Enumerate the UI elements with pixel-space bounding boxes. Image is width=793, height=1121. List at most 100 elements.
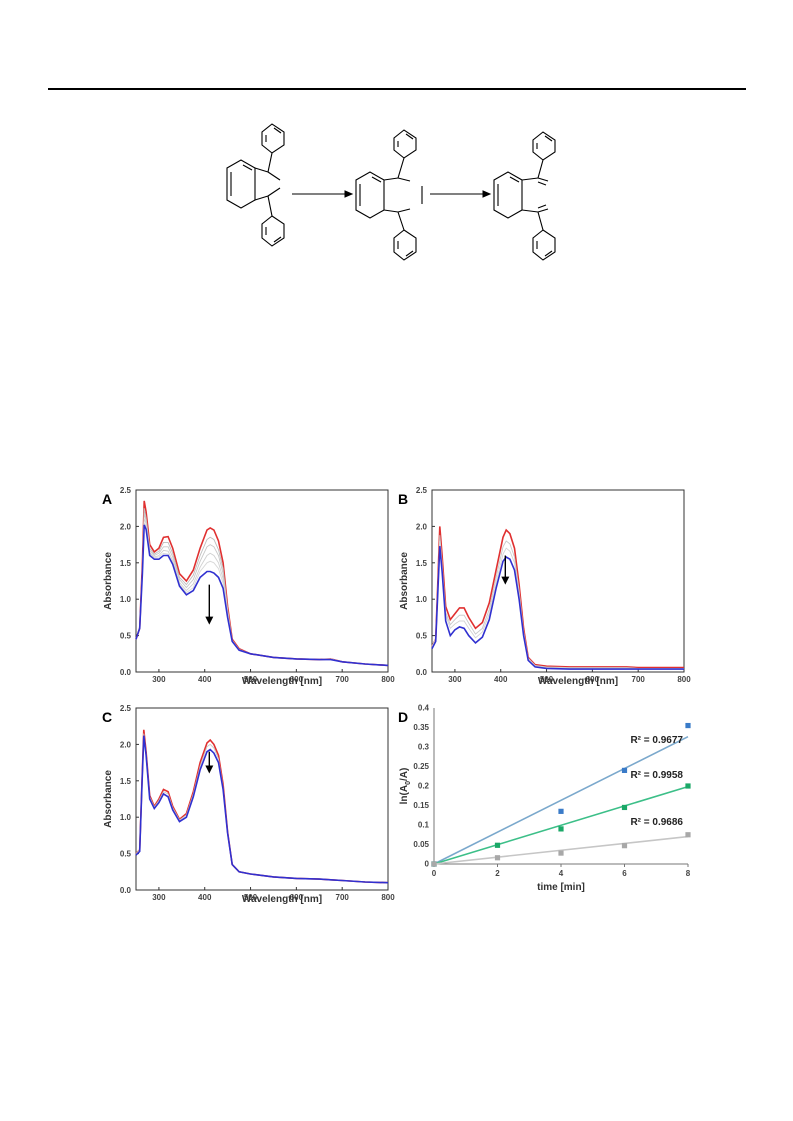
reaction-arrow-1 — [292, 190, 354, 198]
spectrum-line-2 — [431, 540, 684, 669]
y-tick-label: 1.5 — [120, 559, 132, 568]
x-tick-label: 8 — [686, 869, 691, 878]
structure-isobenzofuran — [226, 123, 285, 247]
x-axis-label: Wavelength [nm] — [538, 676, 618, 687]
arrow-head — [205, 765, 214, 774]
y-tick-label: 0.05 — [413, 840, 429, 849]
data-point — [494, 855, 501, 861]
y-axis-label: Absorbance — [103, 770, 114, 828]
plot-area: 0.0 0.5 1.0 1.5 2.0 2.5 300 400 500 600 700 800 Wave… — [103, 704, 395, 905]
fit-line-1 — [433, 785, 689, 865]
spectrum-line-2 — [135, 513, 389, 666]
fit-line-2 — [433, 835, 689, 865]
x-axis-label: Wavelength [nm] — [242, 894, 322, 905]
kinetics-chart-d: D 0 0.05 0.1 0.15 0.2 0.25 0.3 0.35 0.4 0 2 4 6 8 time… — [398, 704, 691, 894]
data-point — [621, 767, 628, 773]
y-tick-label: 2.0 — [120, 522, 132, 531]
y-tick-label: 0.0 — [120, 668, 132, 677]
data-point — [558, 826, 564, 832]
x-tick-label: 600 — [290, 893, 304, 902]
y-axis-label: Absorbance — [103, 552, 114, 610]
x-tick-label: 400 — [198, 675, 212, 684]
structure-product — [493, 131, 556, 261]
y-tick-label: 2.5 — [416, 486, 428, 495]
x-axis-label: Wavelength [nm] — [242, 676, 322, 687]
y-tick-label: 0.4 — [418, 704, 430, 713]
plot-area: 0.0 0.5 1.0 1.5 2.0 2.5 300 400 500 600 700 800 Wave… — [103, 486, 395, 687]
panel-d: D 0 0.05 0.1 0.15 0.2 0.25 0.3 0.35 0.4 0 2 4 6 8 time… — [396, 702, 696, 924]
r-squared-label: R² = 0.9958 — [630, 770, 683, 781]
spectrum-line-1 — [431, 535, 684, 669]
x-tick-label: 0 — [432, 869, 437, 878]
data-point — [621, 843, 628, 849]
spectrum-line-1 — [135, 508, 389, 666]
fit-line-0 — [433, 735, 689, 865]
plot-frame — [135, 707, 389, 891]
x-tick-label: 300 — [448, 675, 462, 684]
uv-vis-chart-c: C 0.0 0.5 1.0 1.5 2.0 2.5 300 400 500 600 700 800 Wa… — [102, 704, 395, 905]
panel-label-c: C — [102, 709, 112, 725]
x-tick-label: 500 — [244, 893, 258, 902]
y-tick-label: 0.2 — [418, 782, 430, 791]
uv-vis-chart-a: A 0.0 0.5 1.0 1.5 2.0 2.5 300 400 500 600 700 800 Wa… — [102, 486, 395, 687]
x-tick-label: 4 — [559, 869, 564, 878]
y-tick-label: 1.0 — [120, 813, 132, 822]
x-tick-label: 700 — [336, 675, 350, 684]
data-point — [558, 850, 564, 856]
y-tick-label: 0.5 — [416, 632, 428, 641]
arrow-head — [501, 576, 510, 585]
x-tick-label: 6 — [622, 869, 627, 878]
plot-area: 0.0 0.5 1.0 1.5 2.0 2.5 300 400 500 600 700 800 Wave… — [399, 486, 691, 687]
panel-c: C 0.0 0.5 1.0 1.5 2.0 2.5 300 400 500 600 700 800 Wa… — [100, 702, 400, 924]
y-tick-label: 0.25 — [413, 762, 429, 771]
data-point — [431, 861, 437, 867]
data-point — [685, 832, 691, 838]
y-tick-label: 1.5 — [416, 559, 428, 568]
arrow-head — [205, 616, 214, 625]
y-tick-label: 2.0 — [416, 522, 428, 531]
spectrum-line-0 — [135, 500, 389, 667]
y-axis-label: ln(A0/A) — [399, 768, 412, 805]
panel-a: A 0.0 0.5 1.0 1.5 2.0 2.5 300 400 500 600 700 800 Wa… — [100, 484, 400, 706]
data-point — [685, 722, 691, 729]
r-squared-label: R² = 0.9686 — [630, 817, 683, 828]
x-tick-label: 400 — [198, 893, 212, 902]
spectrum-line-0 — [135, 729, 389, 884]
data-point — [621, 804, 628, 811]
x-tick-label: 700 — [632, 675, 646, 684]
header-rule — [48, 88, 746, 90]
x-tick-label: 300 — [152, 675, 166, 684]
plot-frame — [135, 489, 389, 673]
spectrum-line-3 — [431, 546, 684, 670]
y-tick-label: 0.1 — [418, 821, 430, 830]
x-tick-label: 800 — [381, 675, 395, 684]
data-point — [558, 808, 564, 814]
y-tick-label: 0.3 — [418, 743, 430, 752]
panel-label-b: B — [398, 491, 408, 507]
panel-label-a: A — [102, 491, 112, 507]
x-tick-label: 500 — [244, 675, 258, 684]
x-axis-label: time [min] — [537, 882, 585, 893]
x-tick-label: 600 — [290, 675, 304, 684]
spectrum-line-4 — [135, 521, 389, 666]
y-axis-label: Absorbance — [399, 552, 410, 610]
x-tick-label: 700 — [336, 893, 350, 902]
spectrum-line-0 — [431, 526, 684, 669]
y-tick-label: 2.5 — [120, 486, 132, 495]
y-tick-label: 1.0 — [416, 595, 428, 604]
y-tick-label: 2.0 — [120, 740, 132, 749]
x-tick-label: 400 — [494, 675, 508, 684]
spectrum-line-3 — [135, 518, 389, 666]
data-point — [685, 783, 691, 789]
structure-intermediate — [355, 129, 423, 261]
plot-area: 0 0.05 0.1 0.15 0.2 0.25 0.3 0.35 0.4 0 2 4 6 8 time [… — [399, 704, 691, 894]
y-tick-label: 0.0 — [416, 668, 428, 677]
y-tick-label: 2.5 — [120, 704, 132, 713]
x-tick-label: 300 — [152, 893, 166, 902]
x-tick-label: 800 — [381, 893, 395, 902]
data-point — [494, 842, 501, 848]
y-tick-label: 0.35 — [413, 723, 429, 732]
y-tick-label: 0.0 — [120, 886, 132, 895]
spectrum-line-5 — [135, 524, 389, 667]
reaction-scheme — [226, 123, 556, 261]
